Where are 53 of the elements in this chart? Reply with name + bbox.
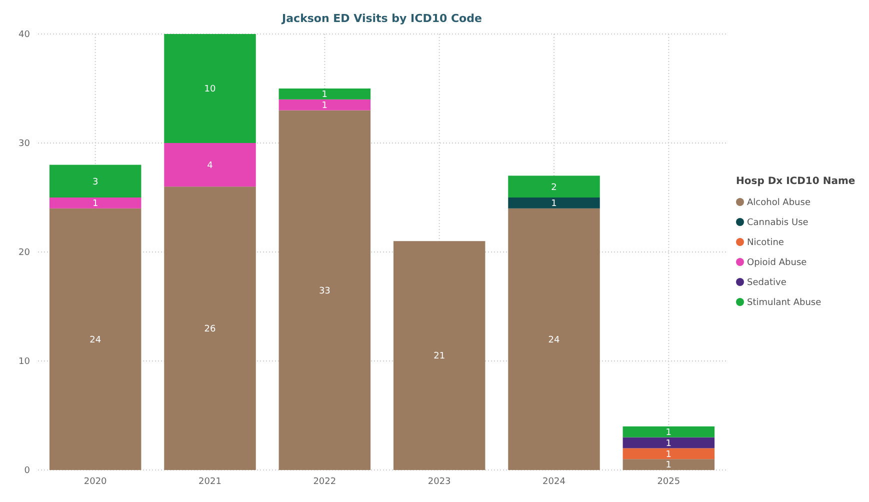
data-label: 1 [666, 428, 672, 438]
legend-label: Alcohol Abuse [747, 198, 811, 208]
x-tick-label: 2020 [84, 477, 108, 487]
legend-title: Hosp Dx ICD10 Name [736, 176, 856, 187]
y-tick-label: 40 [18, 30, 30, 40]
legend-label: Stimulant Abuse [747, 298, 822, 308]
bar [278, 110, 371, 470]
bar [164, 34, 256, 143]
bar [49, 198, 142, 208]
y-tick-label: 20 [18, 248, 30, 258]
data-label: 1 [322, 101, 328, 111]
y-tick-label: 0 [24, 466, 30, 476]
bar [622, 448, 715, 460]
legend-label: Sedative [747, 278, 787, 288]
y-tick-label: 30 [18, 139, 30, 150]
data-label: 1 [666, 460, 672, 471]
data-label: 21 [434, 352, 446, 362]
bar [508, 208, 600, 470]
legend-label: Cannabis Use [747, 218, 809, 228]
x-tick-label: 2021 [198, 477, 222, 487]
bar [393, 241, 486, 470]
data-label: 4 [207, 160, 214, 171]
data-label: 10 [204, 84, 216, 95]
data-label: 33 [318, 286, 330, 296]
x-tick-label: 2025 [657, 477, 680, 487]
data-label: 1 [322, 90, 328, 100]
data-label: 1 [666, 450, 672, 460]
bar [622, 437, 715, 448]
bar [508, 176, 600, 198]
legend-label: Nicotine [747, 238, 784, 248]
x-tick-label: 2022 [313, 477, 336, 487]
x-tick-label: 2024 [542, 477, 566, 487]
bar [278, 99, 371, 110]
bar [508, 198, 600, 208]
bar [49, 164, 142, 198]
data-label: 3 [92, 177, 98, 188]
bar [164, 143, 256, 187]
x-tick-label: 2023 [428, 477, 451, 487]
chart-title: Jackson ED Visits by ICD10 Code [281, 12, 482, 25]
bar [622, 426, 715, 438]
bar [278, 88, 371, 100]
data-label: 24 [90, 335, 102, 346]
data-label: 1 [551, 199, 557, 210]
bar [49, 208, 142, 470]
bar [164, 186, 256, 470]
data-label: 24 [548, 335, 560, 346]
bar [622, 459, 715, 470]
y-tick-label: 10 [18, 357, 30, 368]
data-label: 2 [551, 182, 557, 193]
data-label: 1 [666, 438, 672, 449]
legend-label: Opioid Abuse [747, 258, 808, 268]
data-label: 26 [204, 324, 216, 334]
data-label: 1 [92, 199, 98, 210]
